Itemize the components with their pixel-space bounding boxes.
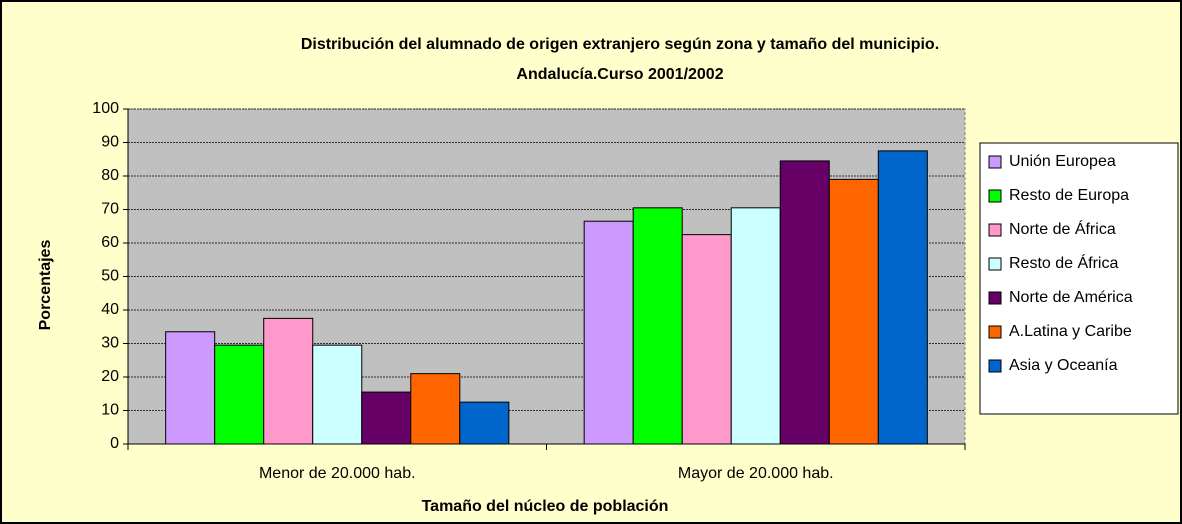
legend-label: Unión Europea [1009,153,1116,170]
y-axis-label: Porcentajes [37,240,54,331]
legend-swatch [988,223,1002,237]
y-tick-label: 50 [101,268,119,285]
legend-swatch [988,155,1002,169]
y-tick-label: 0 [110,435,119,452]
bar [681,234,732,445]
y-tick-label: 60 [101,234,119,251]
x-axis-label: Tamaño del núcleo de población [422,498,669,515]
bar [779,160,830,445]
bar [361,391,412,445]
legend-label: Norte de América [1009,289,1133,306]
legend-box [979,142,1179,415]
y-tick-label: 40 [101,301,119,318]
y-tick-label: 10 [101,402,119,419]
bar [632,207,683,445]
bar [312,344,363,445]
y-tick-label: 30 [101,335,119,352]
bar [410,373,461,445]
legend-swatch [988,325,1002,339]
x-tick-label: Mayor de 20.000 hab. [678,465,834,482]
y-tick-label: 90 [101,134,119,151]
bar [730,207,781,445]
bar [828,178,879,445]
legend-label: Resto de Europa [1009,187,1129,204]
legend-swatch [988,359,1002,373]
bar [583,220,634,445]
legend-label: Asia y Oceanía [1009,357,1118,374]
bar [877,150,928,445]
bar [165,331,216,445]
y-tick-label: 20 [101,368,119,385]
bar [214,344,265,445]
legend-label: Resto de África [1009,253,1118,272]
legend-swatch [988,257,1002,271]
y-tick-label: 80 [101,167,119,184]
legend-label: Norte de África [1009,219,1116,238]
bar [459,401,510,445]
chart-subtitle: Andalucía.Curso 2001/2002 [516,66,723,83]
y-tick-label: 70 [101,201,119,218]
bar [263,317,314,445]
legend-swatch [988,189,1002,203]
chart-title: Distribución del alumnado de origen extr… [301,36,939,53]
legend-label: A.Latina y Caribe [1009,323,1132,340]
legend-swatch [988,291,1002,305]
x-tick-label: Menor de 20.000 hab. [259,465,416,482]
y-tick-label: 100 [92,100,119,117]
